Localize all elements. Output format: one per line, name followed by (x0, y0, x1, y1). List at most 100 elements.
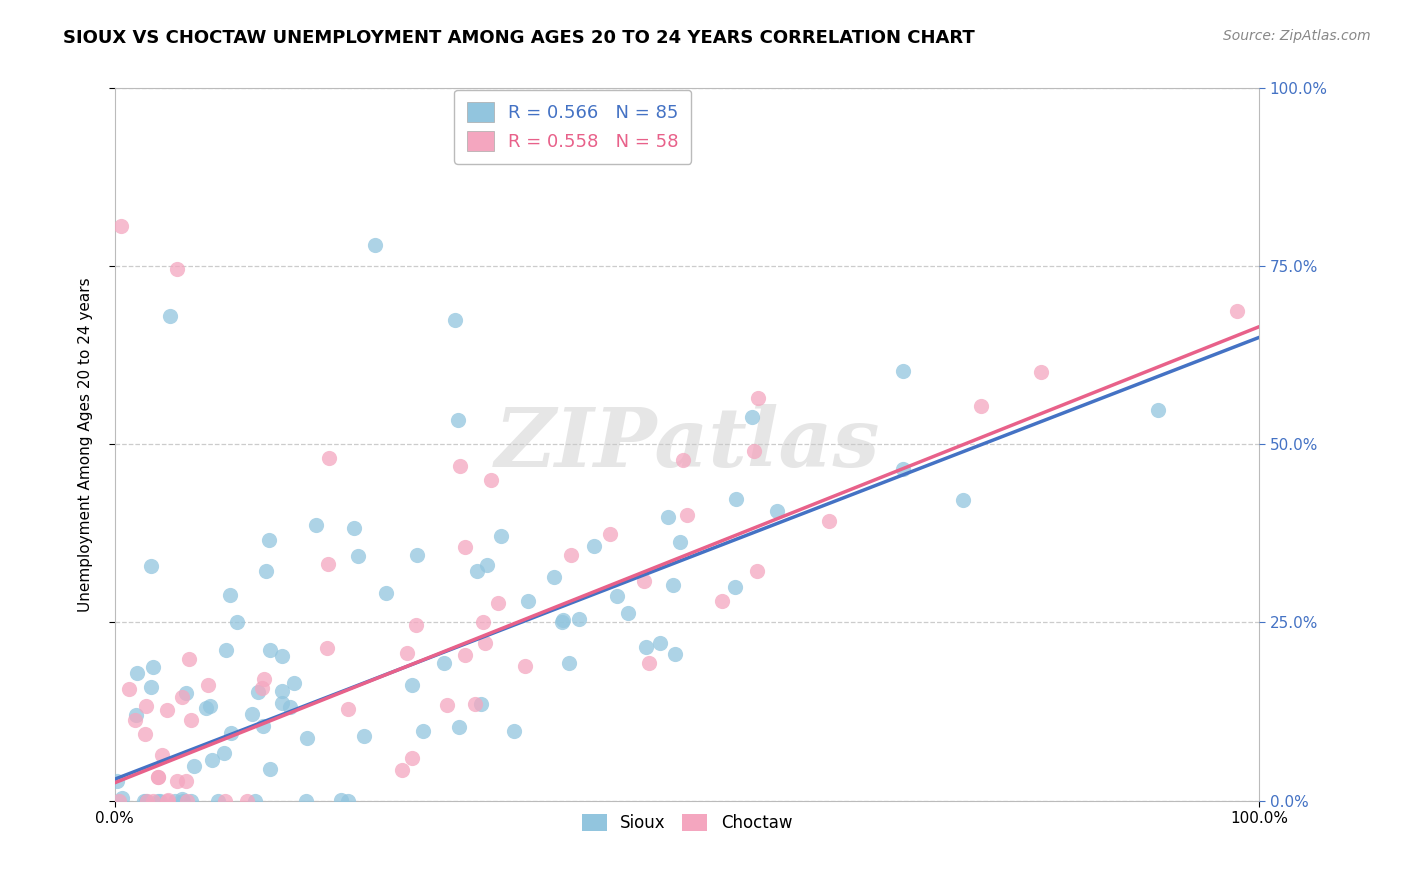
Point (150, 747, 173, 762)
Point (560, 548, 582, 562)
Point (295, 731, 318, 745)
Point (245, 793, 267, 807)
Point (433, 657, 456, 671)
Legend: Sioux, Choctaw: Sioux, Choctaw (575, 807, 799, 838)
Point (198, 699, 221, 714)
Point (271, 684, 294, 698)
Point (139, 681, 162, 695)
Point (401, 678, 423, 692)
Point (364, 238, 387, 252)
Y-axis label: Unemployment Among Ages 20 to 24 years: Unemployment Among Ages 20 to 24 years (79, 277, 93, 612)
Point (108, 793, 131, 807)
Point (465, 564, 488, 578)
Point (176, 793, 198, 807)
Point (638, 656, 661, 670)
Point (295, 793, 318, 807)
Point (436, 698, 458, 713)
Point (391, 764, 413, 778)
Point (146, 793, 169, 807)
Point (449, 459, 471, 474)
Point (599, 526, 621, 541)
Point (353, 730, 375, 744)
Point (447, 413, 470, 427)
Point (516, 594, 538, 608)
Point (142, 660, 165, 674)
Point (657, 510, 679, 524)
Point (346, 549, 368, 563)
Point (582, 539, 605, 553)
Point (142, 793, 165, 807)
Point (669, 535, 692, 549)
Point (201, 753, 224, 767)
Point (257, 533, 280, 547)
Point (183, 759, 205, 773)
Point (711, 593, 734, 607)
Point (444, 313, 467, 327)
Point (134, 727, 156, 741)
Point (970, 399, 993, 413)
Point (271, 697, 294, 711)
Point (246, 685, 269, 699)
Point (745, 564, 768, 578)
Point (197, 678, 219, 692)
Point (254, 564, 277, 578)
Point (551, 615, 574, 630)
Point (672, 453, 695, 467)
Point (219, 726, 242, 740)
Point (617, 606, 640, 620)
Point (454, 541, 477, 555)
Point (766, 504, 789, 518)
Point (343, 521, 366, 535)
Point (135, 699, 157, 714)
Point (952, 492, 974, 507)
Point (470, 698, 492, 712)
Point (664, 647, 686, 661)
Point (633, 574, 655, 588)
Point (159, 310, 181, 324)
Point (136, 793, 159, 807)
Point (568, 612, 591, 626)
Point (464, 697, 486, 711)
Point (676, 508, 699, 523)
Point (127, 665, 149, 680)
Point (1226, 304, 1249, 318)
Point (650, 636, 672, 650)
Point (1029, 365, 1052, 379)
Text: ZIPatlas: ZIPatlas (495, 404, 880, 484)
Point (543, 570, 565, 584)
Point (558, 657, 581, 671)
Point (475, 558, 498, 572)
Point (551, 613, 574, 627)
Point (174, 774, 197, 789)
Point (252, 681, 274, 695)
Point (405, 617, 427, 632)
Point (636, 640, 658, 655)
Point (489, 529, 512, 543)
Point (453, 648, 475, 662)
Text: SIOUX VS CHOCTAW UNEMPLOYMENT AMONG AGES 20 TO 24 YEARS CORRELATION CHART: SIOUX VS CHOCTAW UNEMPLOYMENT AMONG AGES… (63, 29, 974, 46)
Point (236, 793, 259, 807)
Point (135, 793, 157, 807)
Point (316, 640, 339, 655)
Point (225, 615, 247, 629)
Point (305, 518, 328, 533)
Point (149, 793, 172, 807)
Point (330, 793, 353, 807)
Point (165, 793, 187, 807)
Point (156, 703, 179, 717)
Point (110, 219, 132, 234)
Point (741, 410, 763, 425)
Point (742, 444, 765, 458)
Point (747, 391, 769, 405)
Point (146, 770, 169, 784)
Point (111, 790, 134, 805)
Point (724, 491, 747, 506)
Point (157, 793, 180, 807)
Point (283, 676, 305, 690)
Point (174, 686, 197, 700)
Point (891, 364, 914, 378)
Point (479, 473, 502, 487)
Point (723, 580, 745, 594)
Point (280, 700, 302, 714)
Point (139, 558, 162, 573)
